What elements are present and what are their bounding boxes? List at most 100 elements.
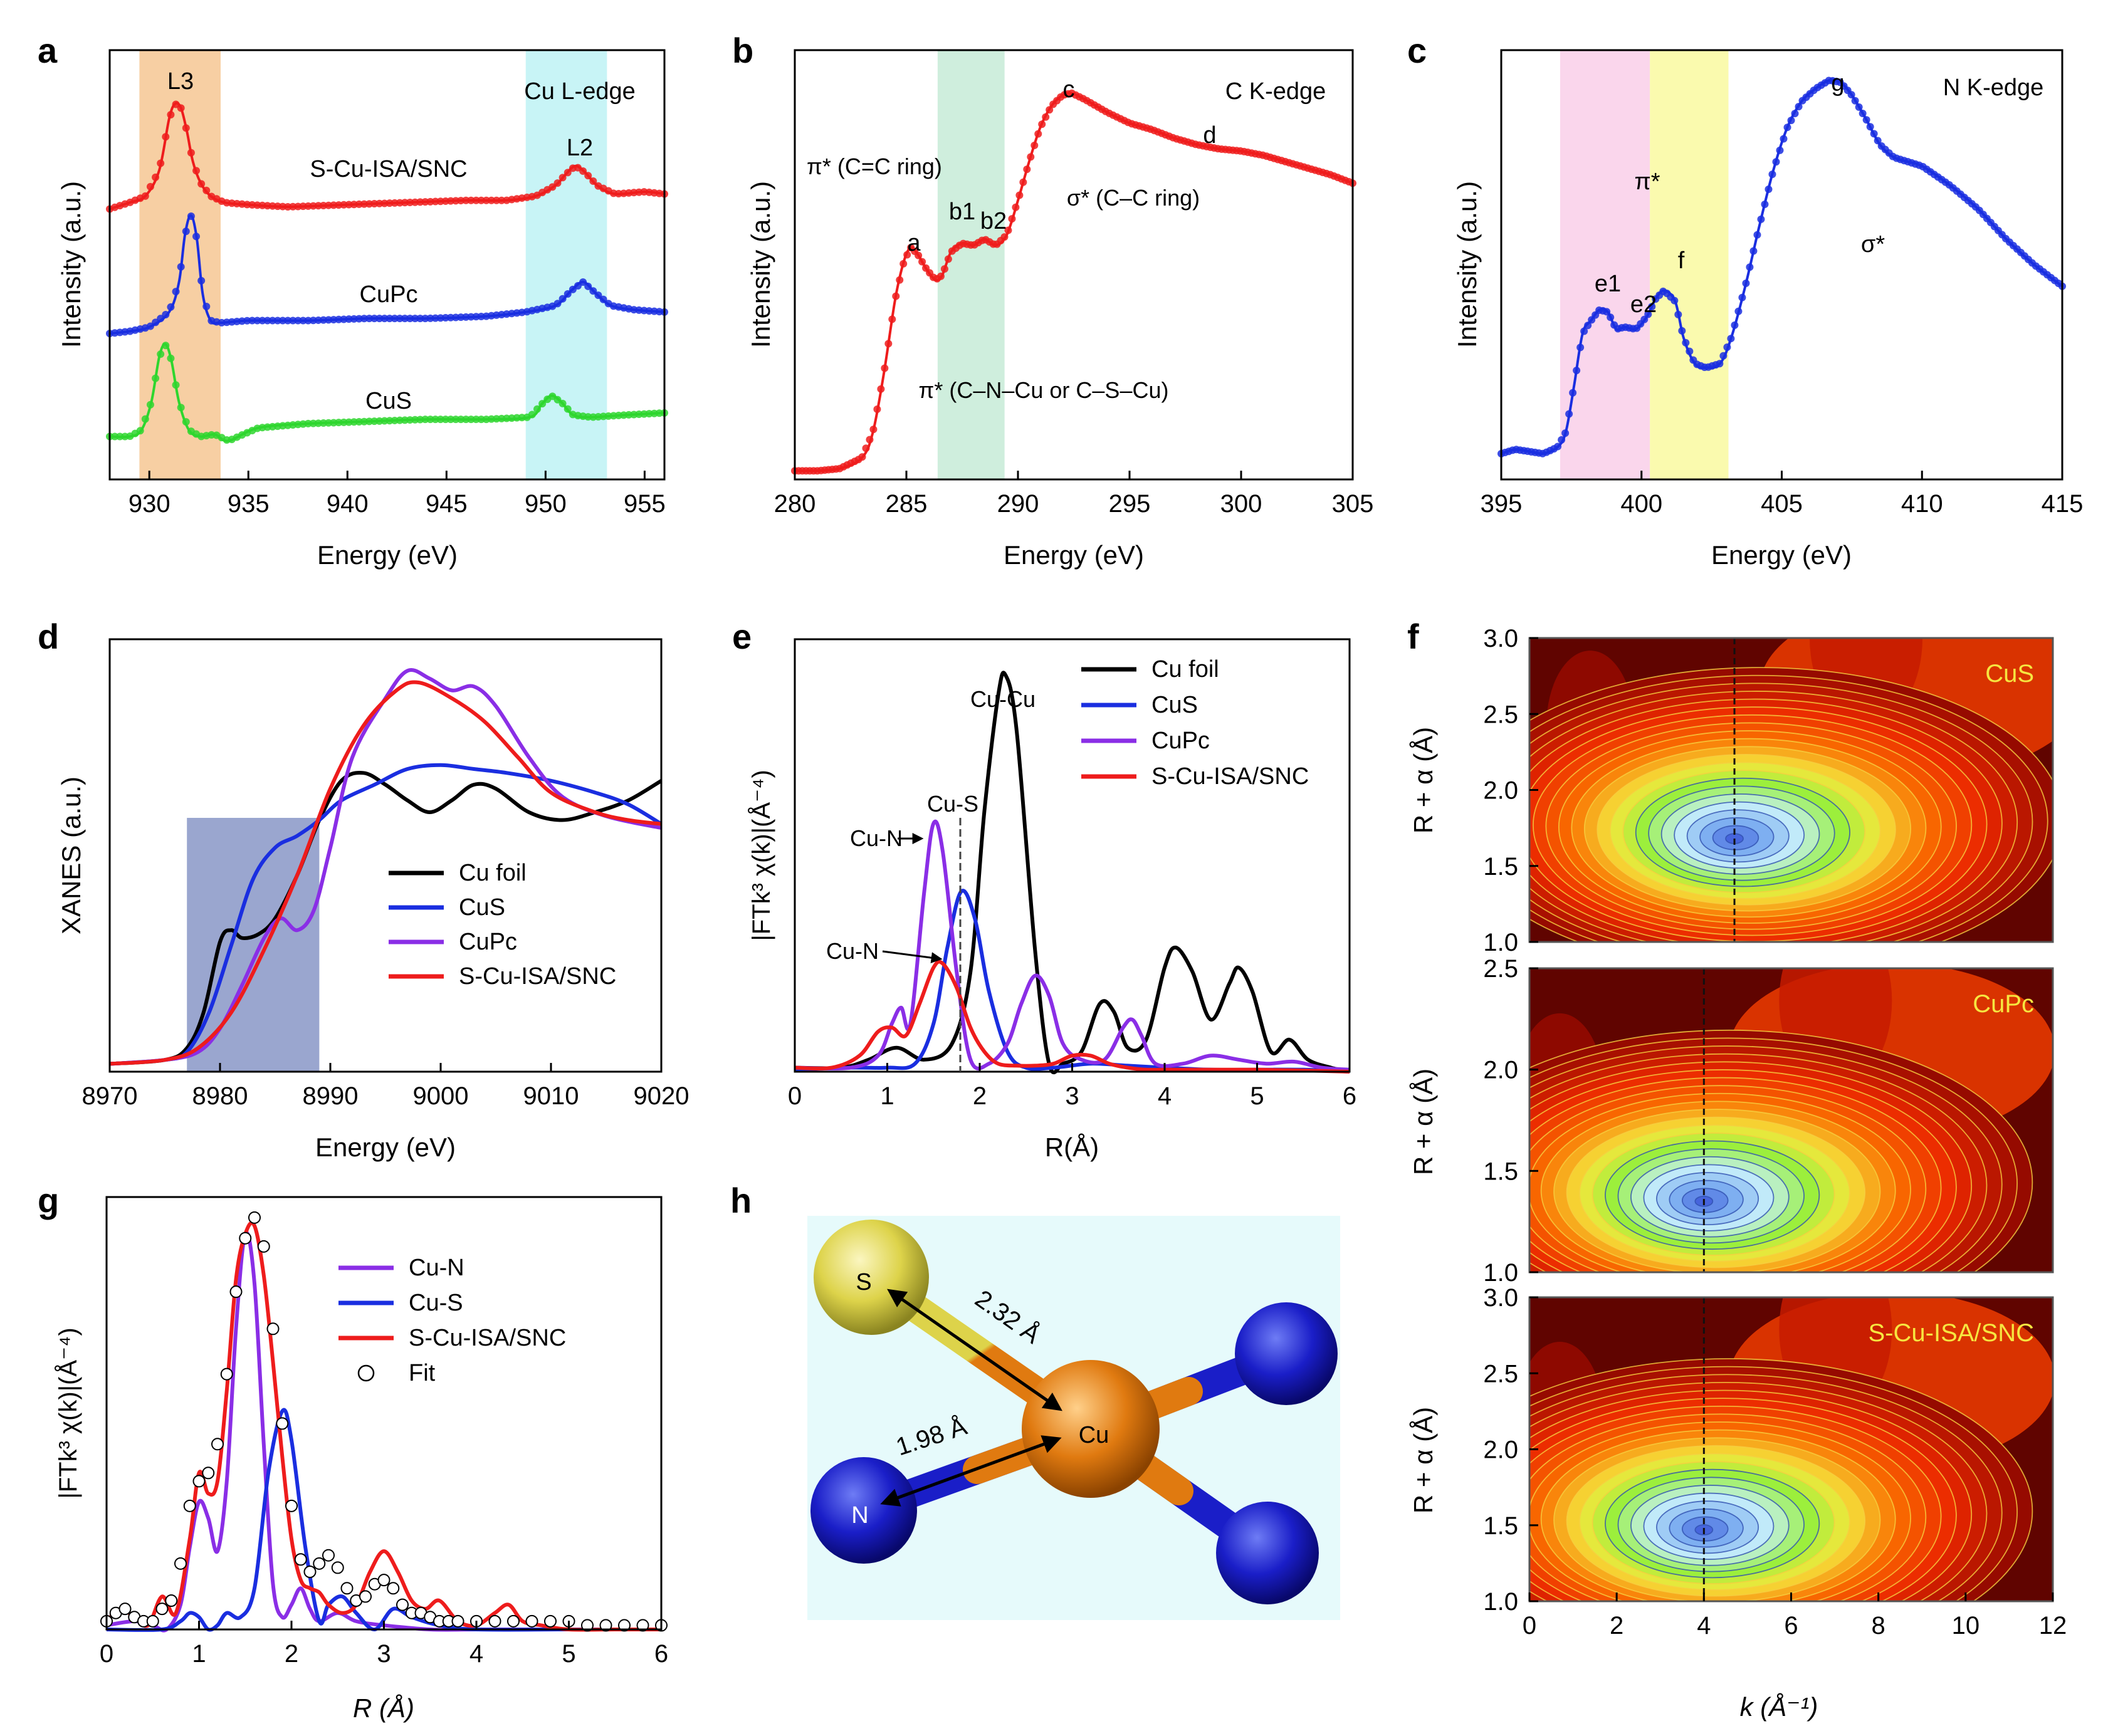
data-point	[915, 251, 923, 259]
x-axis-label: k (Å⁻¹)	[1740, 1692, 1818, 1722]
data-point	[157, 159, 165, 167]
series-label: CuPc	[360, 281, 418, 308]
x-tick-label: 400	[1620, 490, 1662, 518]
data-point	[869, 426, 878, 434]
heatmap-label: CuS	[1985, 660, 2034, 688]
data-point	[1866, 123, 1874, 131]
fit-marker	[239, 1231, 252, 1245]
y-tick-label: 1.0	[1483, 929, 1518, 956]
legend-label: S-Cu-ISA/SNC	[1151, 763, 1309, 790]
data-point	[177, 263, 185, 271]
plot-area	[106, 100, 668, 444]
edge-label: Cu L-edge	[524, 78, 635, 105]
data-point	[1670, 296, 1679, 305]
fit-marker	[303, 1566, 317, 1578]
x-axis-label: Energy (eV)	[1004, 540, 1144, 570]
data-point	[866, 436, 874, 444]
data-point	[1015, 191, 1024, 199]
y-tick-label: 2.0	[1483, 1436, 1518, 1464]
y-tick-label: 2.0	[1483, 777, 1518, 805]
x-tick-label: 0	[788, 1082, 802, 1110]
series-line	[105, 1221, 661, 1632]
x-tick-label: 405	[1761, 490, 1803, 518]
data-point	[594, 291, 602, 300]
x-tick-label: 12	[2039, 1612, 2067, 1639]
y-axis-label: R + α (Å)	[1408, 1407, 1438, 1514]
x-tick-label: 415	[2042, 490, 2084, 518]
annotation-cu-n: Cu-N	[826, 938, 879, 964]
x-tick-label: 4	[1697, 1612, 1711, 1639]
data-point	[896, 276, 904, 284]
data-point	[141, 192, 149, 200]
legend-label: CuS	[1151, 692, 1198, 718]
series-line	[794, 960, 1350, 1074]
fit-marker	[488, 1614, 501, 1628]
highlight-band	[1650, 50, 1729, 479]
y-tick-label: 1.5	[1483, 853, 1518, 881]
x-tick-label: 930	[128, 490, 170, 518]
x-axis: 280 285 290 295 300 305	[774, 471, 1373, 518]
data-point	[162, 342, 170, 350]
band-label-l3: L3	[167, 68, 194, 95]
data-point	[1780, 135, 1788, 143]
data-point	[1000, 233, 1009, 241]
x-tick-label: 2	[285, 1640, 298, 1668]
peak-label-f: f	[1678, 248, 1685, 274]
data-point	[152, 374, 160, 382]
data-point	[564, 169, 572, 177]
data-point	[918, 258, 926, 266]
data-point	[1686, 347, 1694, 355]
data-point	[1561, 429, 1570, 437]
y-axis-label: R + α (Å)	[1408, 727, 1438, 834]
fit-marker	[618, 1619, 631, 1632]
data-point	[167, 303, 175, 311]
data-point	[1607, 313, 1615, 322]
data-point	[877, 385, 885, 393]
fit-marker	[266, 1322, 280, 1336]
plot-frame	[108, 49, 666, 481]
x-tick-label: 6	[1784, 1612, 1798, 1639]
legend-label: Cu foil	[459, 860, 527, 886]
panel-c: c 395 400 405 410 415 Energy (eV) Intensity …	[1407, 31, 2083, 570]
fit-marker	[183, 1499, 196, 1512]
data-point	[1008, 215, 1016, 223]
annotation-sigma-cc: σ* (C–C ring)	[1067, 185, 1200, 211]
data-point	[589, 177, 597, 186]
data-point	[892, 292, 900, 300]
data-point	[1746, 263, 1754, 271]
data-point	[1674, 310, 1682, 318]
series-line	[106, 1408, 661, 1632]
y-tick-label: 1.0	[1483, 1259, 1518, 1287]
panel-letter: f	[1407, 617, 1419, 656]
fit-marker	[192, 1475, 206, 1488]
highlight-band	[1560, 50, 1650, 479]
data-point	[1554, 442, 1562, 451]
data-point	[1731, 321, 1739, 329]
fit-marker	[451, 1614, 464, 1628]
peak-label-a: a	[907, 230, 921, 256]
data-point	[152, 318, 160, 327]
data-point	[1874, 137, 1882, 145]
data-point	[1795, 103, 1803, 111]
panel-d: d 8970 8980 8990 9000 9010 9020 Energy (eV) X…	[38, 617, 689, 1162]
legend: Cu foil CuS CuPc S-Cu-ISA/SNC	[389, 860, 616, 990]
y-axis-label: Intensity (a.u.)	[1452, 181, 1482, 348]
data-point	[157, 315, 165, 323]
data-point	[528, 410, 536, 419]
annotation-sigma: σ*	[1861, 231, 1885, 258]
data-point	[1576, 343, 1585, 352]
fit-marker	[313, 1557, 326, 1570]
series-label: CuS	[365, 388, 412, 414]
data-point	[599, 295, 607, 303]
fit-marker	[285, 1499, 298, 1512]
panel-h: h 2.32 Å 1.98 Å S N Cu	[730, 1181, 1340, 1620]
data-point	[182, 124, 190, 132]
data-point	[1753, 231, 1761, 239]
data-point	[548, 183, 557, 191]
x-tick-label: 1	[192, 1640, 206, 1668]
x-axis: 8970 8980 8990 9000 9010 9020	[82, 1063, 689, 1110]
data-point	[589, 287, 597, 295]
band-group	[1560, 50, 1729, 479]
